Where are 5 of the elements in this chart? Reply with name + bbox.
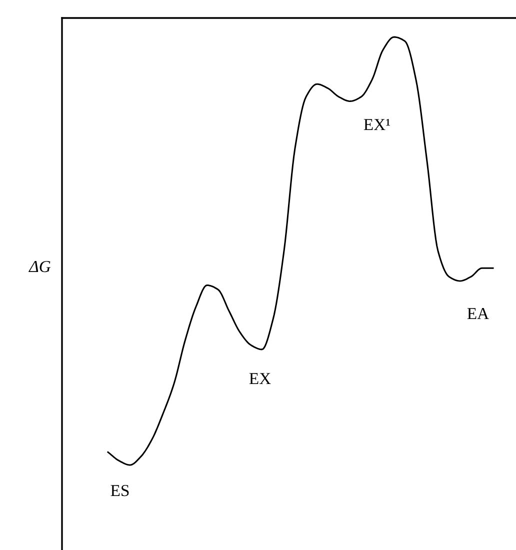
y-axis-title: ΔG xyxy=(28,260,51,272)
annotation: EX¹ xyxy=(364,119,390,130)
text: ES xyxy=(110,484,129,496)
annotation: EA xyxy=(467,308,489,320)
annotation: EX xyxy=(249,373,271,384)
